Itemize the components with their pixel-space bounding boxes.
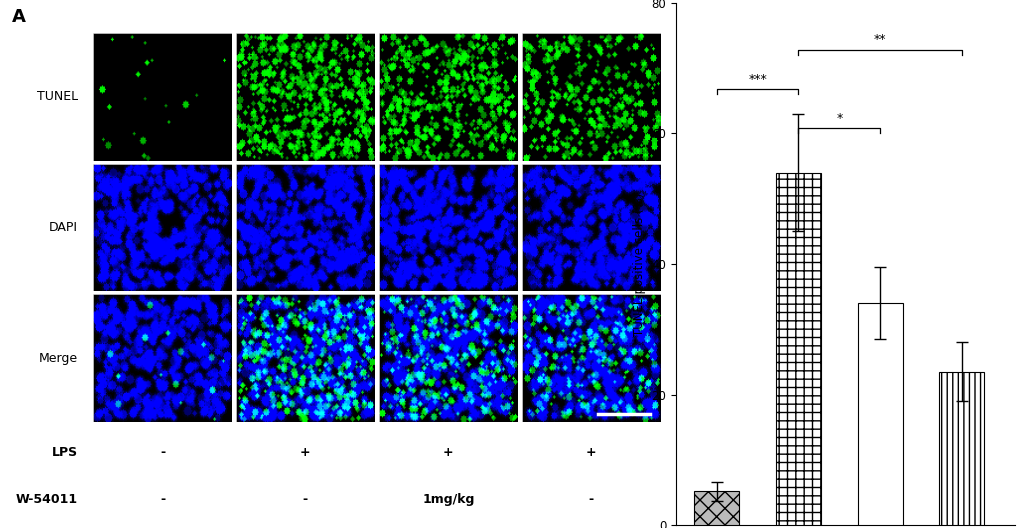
- Bar: [775, 173, 820, 525]
- Text: Merge: Merge: [39, 352, 77, 365]
- Text: *: *: [836, 112, 842, 125]
- Text: -: -: [160, 493, 165, 506]
- Bar: [857, 303, 902, 525]
- Text: -: -: [303, 493, 308, 506]
- Text: +: +: [300, 446, 311, 459]
- Bar: [938, 372, 983, 525]
- Text: LPS: LPS: [52, 446, 77, 459]
- Text: TUNEL: TUNEL: [37, 90, 77, 103]
- Text: -: -: [160, 446, 165, 459]
- Text: 1mg/kg: 1mg/kg: [422, 493, 474, 506]
- Text: **: **: [873, 33, 886, 46]
- Text: -: -: [588, 493, 593, 506]
- Text: W-54011: W-54011: [15, 493, 77, 506]
- Text: ***: ***: [748, 73, 766, 86]
- Y-axis label: TUNEL-positive cells (%): TUNEL-positive cells (%): [632, 192, 645, 336]
- Text: +: +: [585, 446, 596, 459]
- Text: A: A: [11, 8, 25, 26]
- Bar: [694, 492, 739, 525]
- Text: +: +: [442, 446, 453, 459]
- Text: DAPI: DAPI: [49, 221, 77, 234]
